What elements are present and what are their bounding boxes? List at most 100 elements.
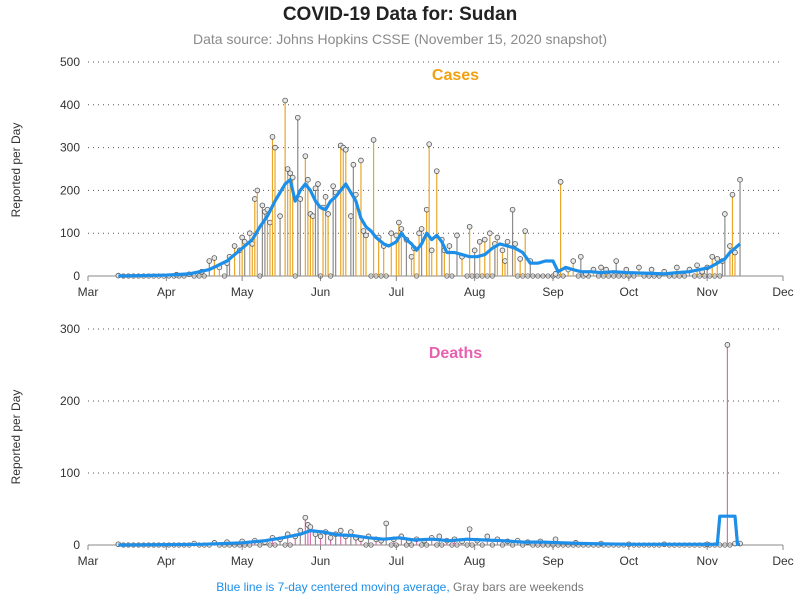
cases-point bbox=[325, 211, 331, 217]
cases-y-tick-label: 100 bbox=[60, 226, 80, 240]
cases-point bbox=[358, 157, 364, 164]
deaths-point bbox=[724, 342, 731, 348]
cases-point bbox=[454, 232, 460, 239]
cases-point bbox=[613, 258, 619, 264]
cases-point bbox=[428, 247, 435, 254]
cases-point bbox=[722, 211, 728, 217]
cases-point bbox=[727, 243, 733, 249]
deaths-point bbox=[327, 534, 334, 541]
cases-point bbox=[433, 168, 440, 174]
deaths-y-axis-label: Reported per Day bbox=[9, 390, 23, 485]
cases-point bbox=[418, 226, 425, 232]
cases-point bbox=[315, 181, 321, 187]
deaths-y-tick-label: 100 bbox=[60, 466, 80, 480]
cases-point bbox=[476, 238, 483, 245]
cases-point bbox=[259, 202, 266, 209]
deaths-point bbox=[348, 529, 354, 535]
cases-point bbox=[570, 258, 577, 264]
deaths-point bbox=[436, 533, 443, 540]
page-title: COVID-19 Data for: Sudan bbox=[282, 4, 518, 25]
cases-point bbox=[694, 262, 700, 269]
cases-point bbox=[522, 228, 529, 234]
cases-point bbox=[487, 230, 493, 237]
deaths-x-tick-label: Oct bbox=[620, 554, 639, 568]
cases-point bbox=[636, 264, 642, 271]
cases-point bbox=[360, 228, 367, 234]
cases-point bbox=[211, 255, 218, 261]
cases-point bbox=[674, 264, 680, 271]
cases-point bbox=[504, 238, 511, 245]
cases-point bbox=[648, 266, 655, 273]
deaths-y-tick-label: 200 bbox=[60, 394, 80, 408]
cases-x-tick-label: Jul bbox=[389, 285, 404, 299]
cases-point bbox=[363, 232, 369, 239]
cases-y-tick-label: 300 bbox=[60, 141, 80, 155]
cases-point bbox=[231, 243, 238, 249]
deaths-point bbox=[383, 520, 390, 527]
deaths-zero-marker bbox=[499, 542, 506, 548]
cases-y-tick-label: 500 bbox=[60, 55, 80, 69]
cases-x-tick-label: Nov bbox=[697, 285, 718, 299]
deaths-y-tick-label: 0 bbox=[73, 538, 80, 552]
cases-point bbox=[348, 213, 354, 219]
deaths-x-tick-label: Mar bbox=[78, 554, 99, 568]
cases-point bbox=[294, 114, 301, 121]
deaths-x-tick-label: May bbox=[231, 554, 254, 568]
cases-point bbox=[512, 241, 518, 247]
cases-point bbox=[466, 223, 473, 230]
cases-point bbox=[396, 219, 402, 226]
cases-zero-marker bbox=[681, 273, 688, 279]
cases-point bbox=[305, 176, 311, 183]
deaths-x-tick-label: Aug bbox=[464, 554, 485, 568]
deaths-moving-average-line bbox=[118, 514, 740, 547]
deaths-x-tick-label: Nov bbox=[697, 554, 718, 568]
cases-point bbox=[284, 166, 291, 172]
cases-point bbox=[423, 206, 430, 213]
cases-point bbox=[709, 253, 716, 260]
deaths-zero-marker bbox=[257, 542, 263, 548]
cases-x-tick-label: Aug bbox=[464, 285, 485, 299]
cases-point bbox=[287, 170, 293, 177]
cases-point bbox=[598, 264, 604, 271]
deaths-zero-marker bbox=[489, 542, 495, 548]
cases-point bbox=[552, 271, 559, 277]
cases-x-tick-label: Apr bbox=[157, 285, 176, 299]
deaths-x-tick-label: Dec bbox=[772, 554, 793, 568]
cases-point bbox=[398, 226, 405, 232]
cases-point bbox=[267, 219, 273, 226]
cases-x-tick-label: Oct bbox=[620, 285, 639, 299]
cases-x-tick-label: Jun bbox=[311, 285, 330, 299]
footer-weekend-note: Gray bars are weekends bbox=[453, 580, 584, 594]
cases-point bbox=[714, 256, 721, 262]
cases-point bbox=[502, 258, 508, 264]
cases-y-axis-label: Reported per Day bbox=[9, 123, 23, 218]
cases-point bbox=[388, 230, 395, 237]
cases-y-tick-label: 0 bbox=[73, 269, 80, 283]
cases-zero-marker bbox=[545, 273, 551, 279]
cases-point bbox=[426, 141, 432, 147]
cases-point bbox=[408, 253, 415, 260]
cases-point bbox=[370, 137, 377, 143]
deaths-y-tick-label: 300 bbox=[60, 322, 80, 336]
cases-zero-marker bbox=[535, 273, 541, 279]
deaths-zero-marker bbox=[479, 542, 485, 548]
cases-point bbox=[494, 234, 501, 241]
page-subtitle: Data source: Johns Hopkins CSSE (Novembe… bbox=[193, 31, 607, 47]
cases-y-tick-label: 200 bbox=[60, 183, 80, 197]
deaths-point bbox=[337, 527, 344, 534]
cases-moving-average-line bbox=[118, 178, 742, 278]
cases-point bbox=[310, 213, 316, 219]
cases-point bbox=[557, 179, 564, 185]
cases-x-tick-label: May bbox=[231, 285, 254, 299]
cases-point bbox=[269, 134, 276, 140]
cases-point bbox=[302, 153, 309, 159]
cases-point bbox=[729, 191, 736, 198]
cases-point bbox=[239, 234, 245, 241]
cases-point bbox=[578, 253, 584, 260]
cases-panel-title: Cases bbox=[432, 67, 479, 84]
deaths-x-tick-label: Sep bbox=[542, 554, 564, 568]
cases-point bbox=[246, 230, 253, 237]
deaths-x-tick-label: Jul bbox=[389, 554, 404, 568]
cases-x-tick-label: Dec bbox=[772, 285, 793, 299]
